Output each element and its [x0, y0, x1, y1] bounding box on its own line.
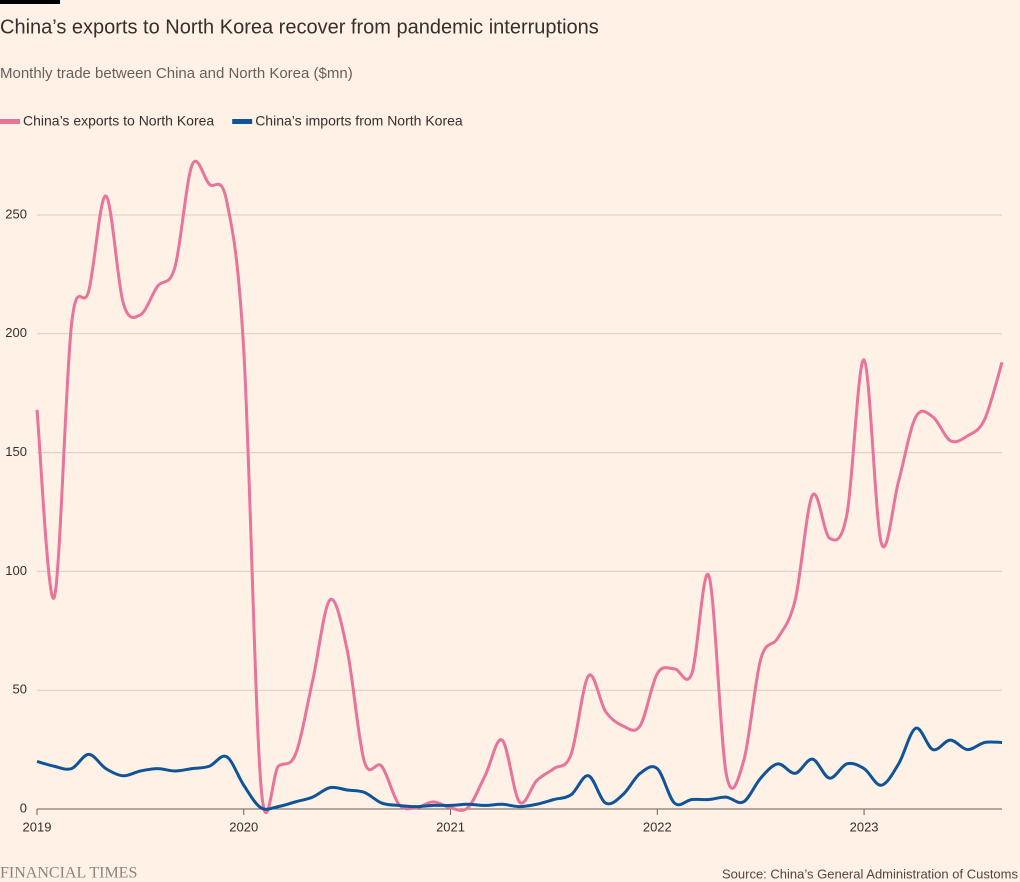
chart-subtitle: Monthly trade between China and North Ko…: [0, 65, 353, 82]
top-bar: [0, 0, 60, 4]
source: Source: China’s General Administration o…: [722, 866, 1019, 881]
y-tick-label: 100: [5, 563, 27, 578]
y-tick-label: 200: [5, 325, 27, 340]
legend-swatch: [0, 119, 20, 124]
y-tick-label: 250: [5, 206, 27, 221]
x-tick-label: 2019: [23, 819, 52, 834]
y-tick-label: 50: [13, 682, 27, 697]
chart-title: China’s exports to North Korea recover f…: [0, 16, 599, 38]
legend-swatch: [232, 119, 253, 124]
x-tick-label: 2022: [643, 819, 672, 834]
y-tick-label: 150: [5, 444, 27, 459]
legend-label: China’s imports from North Korea: [255, 113, 463, 129]
series-line: [36, 726, 1003, 811]
series-line: [35, 159, 1004, 815]
brand: FINANCIAL TIMES: [0, 865, 137, 882]
legend-label: China’s exports to North Korea: [23, 113, 214, 129]
x-tick-label: 2023: [850, 819, 879, 834]
x-tick-label: 2020: [229, 819, 258, 834]
y-tick-label: 0: [20, 800, 27, 815]
x-tick-label: 2021: [436, 819, 465, 834]
